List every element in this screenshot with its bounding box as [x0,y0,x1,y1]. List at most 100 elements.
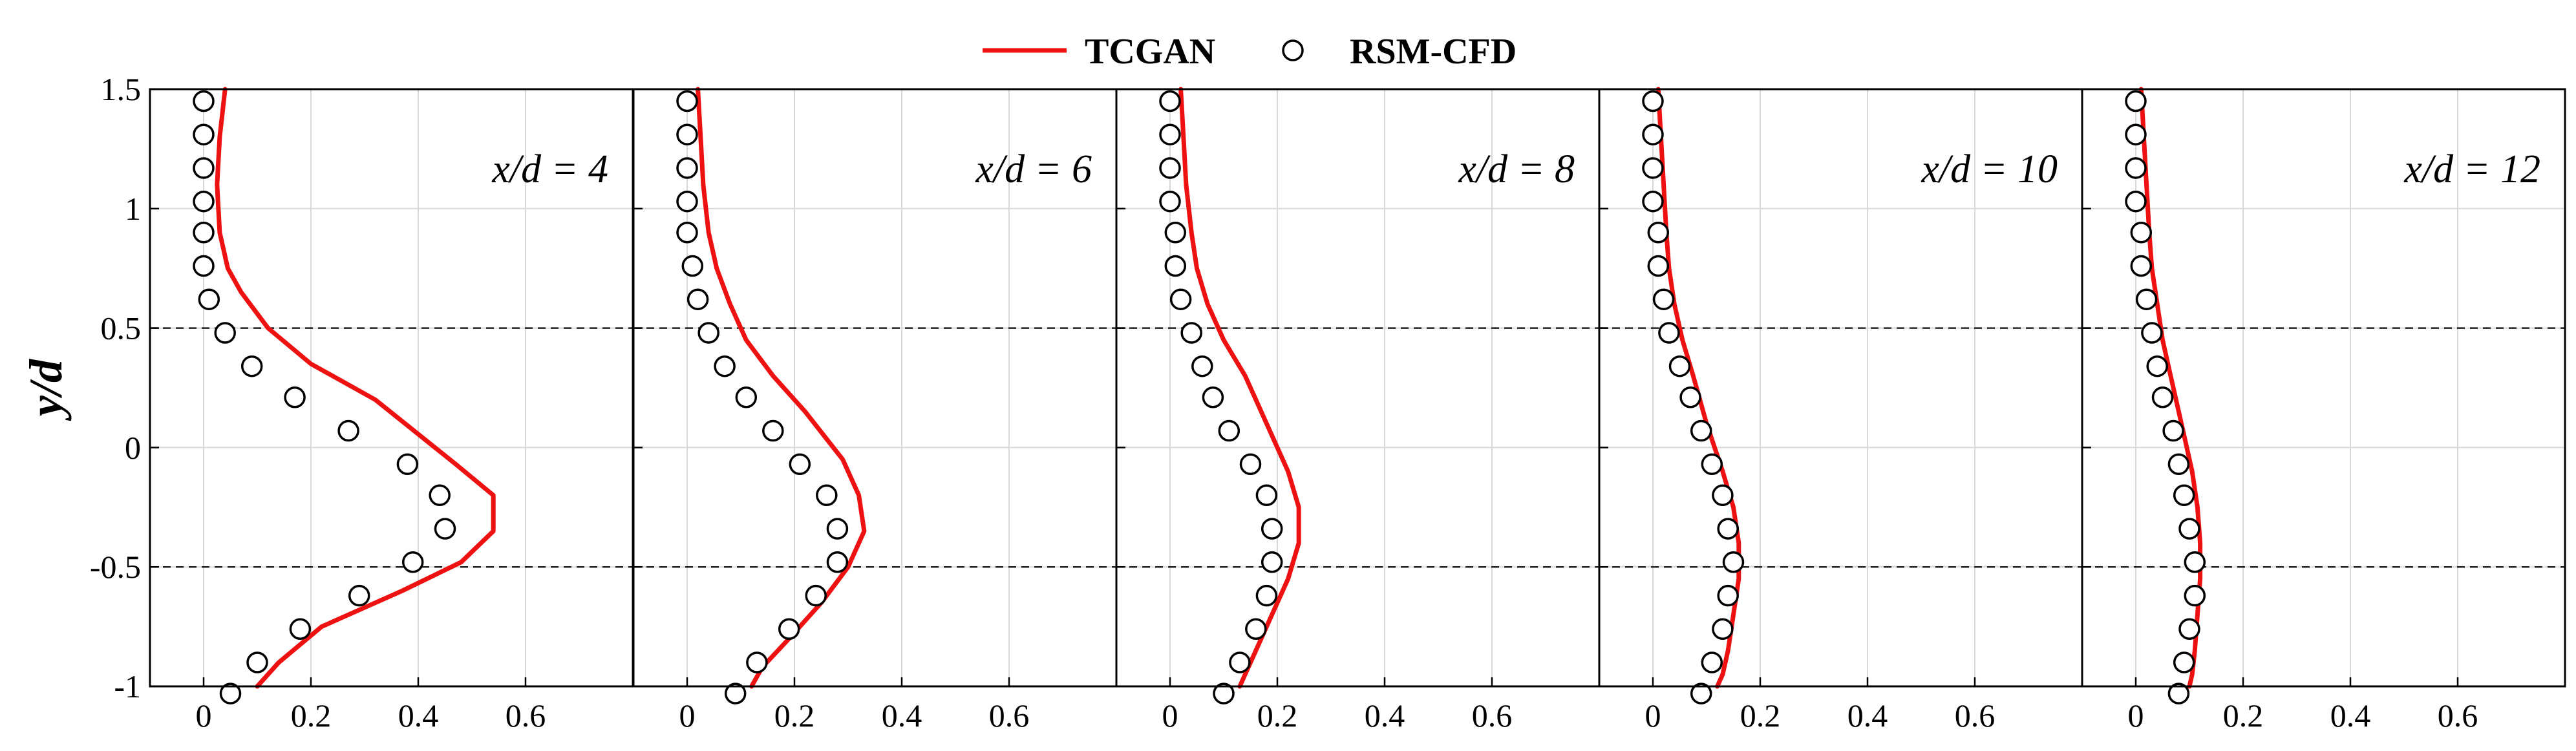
rsm-cfd-point [240,355,263,377]
tcgan-series-line [696,87,867,689]
rsm-cfd-point [1169,288,1192,310]
rsm-cfd-point [193,90,215,112]
rsm-cfd-point [1690,419,1712,442]
x-tick-label: 0.4 [882,697,922,734]
rsm-cfd-point [1255,584,1278,607]
tcgan-series-line [1178,87,1301,689]
rsm-cfd-point [2125,190,2147,213]
rsm-cfd-point [1712,618,1734,640]
rsm-cfd-point [1712,484,1734,507]
rsm-cfd-point [219,682,242,704]
rsm-cfd-point [676,123,698,145]
panel-label: x/d = 4 [491,147,608,191]
x-tick-label: 0.4 [1365,697,1405,734]
x-tick-label: 0 [1162,697,1178,734]
rsm-cfd-point [348,584,370,607]
plot-area: y/d 1.5 1 0.5 0 -0.5 -1 0 0.2 0.4 0.6 x/d = 4 0 0.2 0.… [20,71,2566,734]
rsm-cfd-point [193,190,215,213]
rsm-cfd-point [1180,322,1202,344]
rsm-cfd-point [2184,584,2206,607]
x-tick-label: 0.2 [1740,697,1781,734]
rsm-cfd-point [789,453,811,476]
rsm-cfd-point [2151,386,2174,408]
rsm-cfd-point [396,453,419,476]
rsm-cfd-point [214,322,236,344]
x-tick-label: 0.4 [1847,697,1888,734]
panel-label: x/d = 6 [975,147,1092,191]
rsm-cfd-point [1658,322,1680,344]
y-tick-label: 0 [125,429,141,465]
rsm-cfd-point [1191,355,1213,377]
rsm-cfd-point [193,157,215,179]
x-tick-label: 0 [1645,697,1661,734]
x-tick-label: 0.2 [2223,697,2264,734]
x-tick-label: 0.2 [291,697,332,734]
rsm-cfd-point [2125,90,2147,112]
tcgan-series-line [215,87,496,689]
rsm-cfd-point [778,618,800,640]
panel-3: 0 0.2 0.4 0.6 x/d = 8 [1115,87,1601,734]
rsm-cfd-point [1647,222,1670,244]
rsm-cfd-point [676,222,698,244]
y-tick-label: 1.5 [101,71,142,107]
x-tick-label: 0.6 [1472,697,1513,734]
panel-frame [2081,88,2566,688]
rsm-cfd-point [2135,288,2158,310]
rsm-cfd-point [1159,90,1181,112]
rsm-cfd-point [1218,419,1240,442]
y-tick-label: -0.5 [90,549,141,585]
x-tick-label: 0.6 [1955,697,1996,734]
x-tick-label: 0 [2128,697,2144,734]
rsm-cfd-point [1647,255,1670,277]
rsm-cfd-point [1261,518,1283,540]
panel-1: 0 0.2 0.4 0.6 x/d = 4 [149,87,634,734]
rsm-cfd-point [1642,123,1664,145]
rsm-cfd-point [1642,90,1664,112]
rsm-cfd-point [826,518,849,540]
rsm-cfd-point [2173,651,2195,673]
rsm-cfd-point [434,518,456,540]
rsm-cfd-point [337,419,359,442]
rsm-cfd-point [735,386,758,408]
rsm-cfd-point [1202,386,1224,408]
rsm-cfd-point [805,584,827,607]
rsm-cfd-point [2178,518,2200,540]
y-axis-title: y/d [20,359,72,421]
rsm-cfd-point [2130,222,2153,244]
rsm-cfd-point [2167,453,2190,476]
rsm-cfd-point [401,551,424,573]
panel-5: 0 0.2 0.4 0.6 x/d = 12 [2081,87,2566,734]
rsm-cfd-point [762,419,784,442]
rsm-cfd-point [826,551,849,573]
rsm-cfd-point [1159,190,1181,213]
rsm-cfd-point [284,386,306,408]
y-tick-label: 1 [125,191,141,227]
legend-label-tcgan: TCGAN [1085,32,1215,72]
rsm-cfd-point [2167,682,2190,704]
x-tick-label: 0.2 [774,697,815,734]
rsm-cfd-point [429,484,451,507]
x-tick-label: 0.2 [1257,697,1298,734]
x-tick-label: 0.4 [2330,697,2371,734]
rsm-cfd-point [1164,255,1187,277]
rsm-cfd-point [724,682,747,704]
rsm-cfd-point [2173,484,2195,507]
rsm-cfd-point [1255,484,1278,507]
rsm-cfd-point [2178,618,2200,640]
rsm-cfd-point [193,222,215,244]
rsm-cfd-point [687,288,709,310]
y-tick-label: -1 [114,668,141,704]
legend-circle-swatch [1282,39,1304,61]
rsm-cfd-point [1679,386,1701,408]
rsm-cfd-point [1722,551,1745,573]
panel-label: x/d = 12 [2403,147,2540,191]
x-tick-label: 0.6 [989,697,1030,734]
x-tick-label: 0.6 [2438,697,2478,734]
rsm-cfd-point [1239,453,1262,476]
rsm-cfd-point [1668,355,1691,377]
rsm-cfd-point [1717,518,1739,540]
rsm-cfd-point [2184,551,2206,573]
rsm-cfd-point [816,484,838,507]
rsm-cfd-point [1642,190,1664,213]
